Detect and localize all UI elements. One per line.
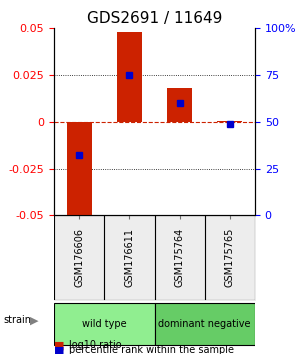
Text: ■: ■ [54, 340, 64, 350]
Text: wild type: wild type [82, 319, 127, 329]
Text: GSM175764: GSM175764 [175, 228, 184, 287]
Text: GSM175765: GSM175765 [225, 228, 235, 287]
FancyBboxPatch shape [54, 303, 154, 344]
Text: ▶: ▶ [30, 315, 38, 325]
Bar [167, 88, 192, 122]
Text: ■: ■ [54, 346, 64, 354]
Bar [217, 121, 242, 122]
Text: strain: strain [3, 315, 31, 325]
Title: GDS2691 / 11649: GDS2691 / 11649 [87, 11, 222, 26]
Text: dominant negative: dominant negative [158, 319, 251, 329]
Text: GSM176611: GSM176611 [124, 228, 134, 287]
Text: log10 ratio: log10 ratio [69, 340, 122, 350]
Text: GSM176606: GSM176606 [74, 228, 84, 287]
Bar [67, 122, 92, 217]
Text: percentile rank within the sample: percentile rank within the sample [69, 346, 234, 354]
Bar [117, 32, 142, 122]
FancyBboxPatch shape [154, 303, 255, 344]
